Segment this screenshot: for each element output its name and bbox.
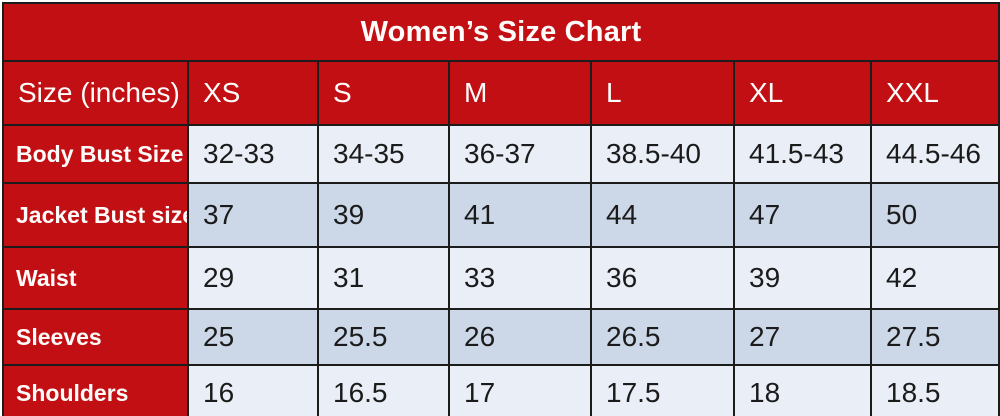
data-cell: 27.5 [869, 308, 1000, 366]
column-header-xs: XS [187, 60, 319, 126]
data-cell: 42 [869, 246, 1000, 310]
data-cell: 26.5 [590, 308, 735, 366]
data-cell: 41.5-43 [733, 124, 872, 184]
data-cell: 47 [733, 182, 872, 248]
table-row: Jacket Bust size 37 39 41 44 47 50 [2, 182, 1000, 248]
column-header-size-inches: Size (inches) [2, 60, 189, 126]
column-header-xl: XL [733, 60, 872, 126]
table-row: Waist 29 31 33 36 39 42 [2, 246, 1000, 310]
title-row: Women’s Size Chart [1, 2, 1000, 62]
column-header-row: Size (inches) XS S M L XL XXL [2, 60, 1000, 126]
data-cell: 18.5 [869, 364, 1000, 416]
data-cell: 36 [590, 246, 735, 310]
column-header-xxl: XXL [869, 60, 1000, 126]
column-header-m: M [448, 60, 592, 126]
data-cell: 38.5-40 [590, 124, 735, 184]
data-cell: 39 [317, 182, 450, 248]
data-cell: 50 [869, 182, 1000, 248]
table-row: Sleeves 25 25.5 26 26.5 27 27.5 [2, 308, 1000, 366]
column-header-s: S [317, 60, 450, 126]
data-cell: 34-35 [317, 124, 450, 184]
data-cell: 44 [590, 182, 735, 248]
data-cell: 31 [317, 246, 450, 310]
data-cell: 17.5 [590, 364, 735, 416]
row-label: Shoulders [2, 364, 189, 416]
table-row: Body Bust Size 32-33 34-35 36-37 38.5-40 41.5… [2, 124, 1000, 184]
data-cell: 37 [187, 182, 319, 248]
row-label: Waist [2, 246, 189, 310]
data-cell: 32-33 [187, 124, 319, 184]
row-label: Sleeves [2, 308, 189, 366]
data-cell: 18 [733, 364, 872, 416]
data-cell: 29 [187, 246, 319, 310]
data-cell: 26 [448, 308, 592, 366]
data-cell: 16 [187, 364, 319, 416]
row-label: Body Bust Size [2, 124, 189, 184]
column-header-l: L [590, 60, 735, 126]
data-cell: 16.5 [317, 364, 450, 416]
row-label: Jacket Bust size [2, 182, 189, 248]
table-row: Shoulders 16 16.5 17 17.5 18 18.5 [2, 364, 1000, 416]
data-cell: 41 [448, 182, 592, 248]
data-cell: 33 [448, 246, 592, 310]
data-cell: 17 [448, 364, 592, 416]
data-cell: 27 [733, 308, 872, 366]
chart-title: Women’s Size Chart [1, 2, 1000, 62]
data-cell: 36-37 [448, 124, 592, 184]
data-cell: 39 [733, 246, 872, 310]
data-cell: 25.5 [317, 308, 450, 366]
data-cell: 25 [187, 308, 319, 366]
data-cell: 44.5-46 [869, 124, 1000, 184]
